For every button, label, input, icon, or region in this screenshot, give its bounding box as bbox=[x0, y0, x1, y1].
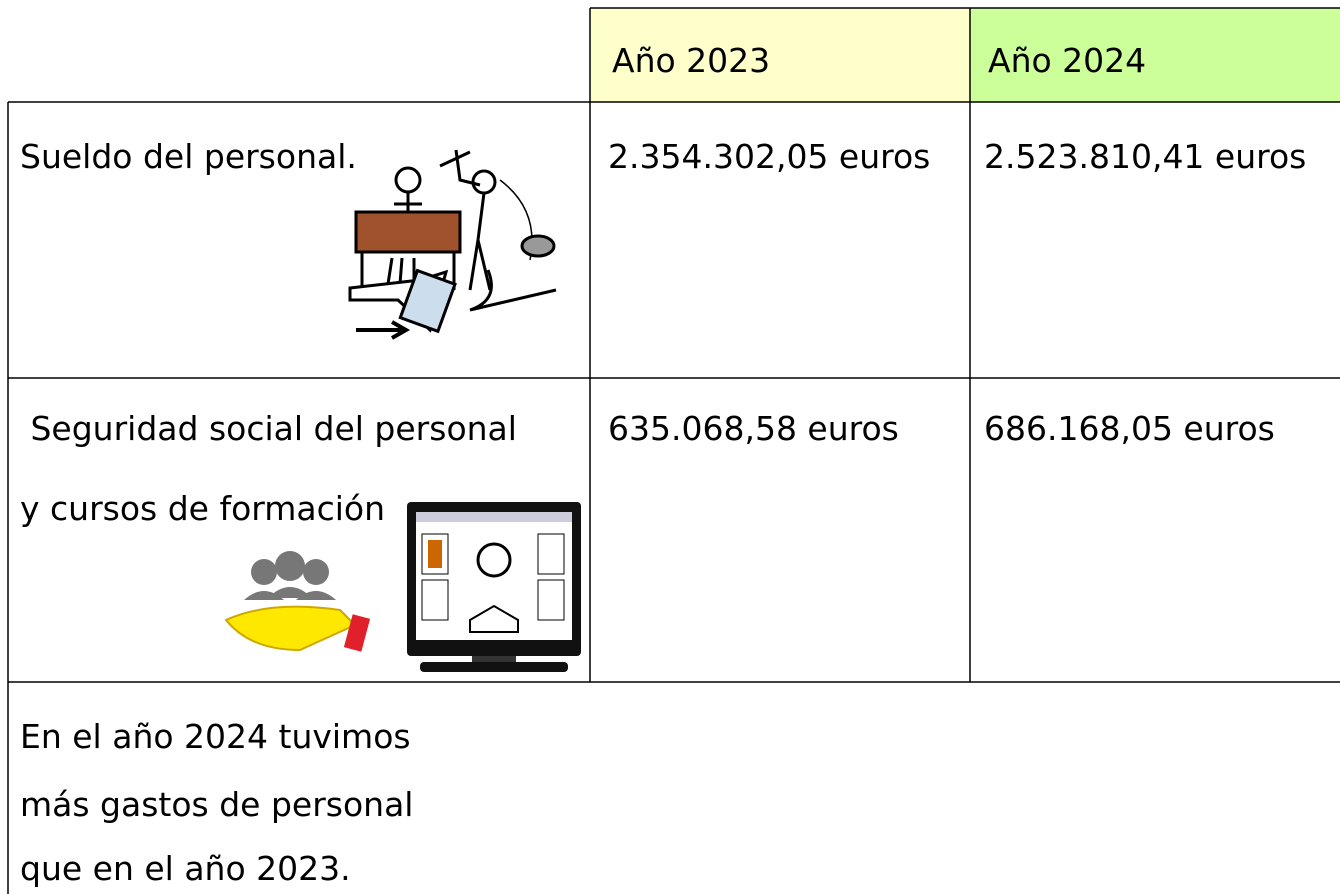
note-line: En el año 2024 tuvimos bbox=[20, 717, 411, 756]
table-borders bbox=[7, 7, 1340, 894]
row-value: 2.354.302,05 euros bbox=[608, 137, 930, 176]
training-pictogram bbox=[224, 502, 581, 672]
note-line: más gastos de personal bbox=[20, 785, 413, 824]
header-cell-2024 bbox=[970, 8, 1340, 102]
header-cell-2023 bbox=[590, 8, 970, 102]
salary-pictogram bbox=[348, 149, 557, 340]
note-line: que en el año 2023. bbox=[20, 849, 351, 888]
row-value: 635.068,58 euros bbox=[608, 409, 899, 448]
row-label: Seguridad social del personal bbox=[20, 409, 517, 448]
column-header: Año 2023 bbox=[612, 41, 770, 80]
row-value: 2.523.810,41 euros bbox=[984, 137, 1306, 176]
row-label: y cursos de formación bbox=[20, 489, 385, 528]
column-header: Año 2024 bbox=[988, 41, 1146, 80]
row-label: Sueldo del personal. bbox=[20, 137, 357, 176]
row-value: 686.168,05 euros bbox=[984, 409, 1275, 448]
